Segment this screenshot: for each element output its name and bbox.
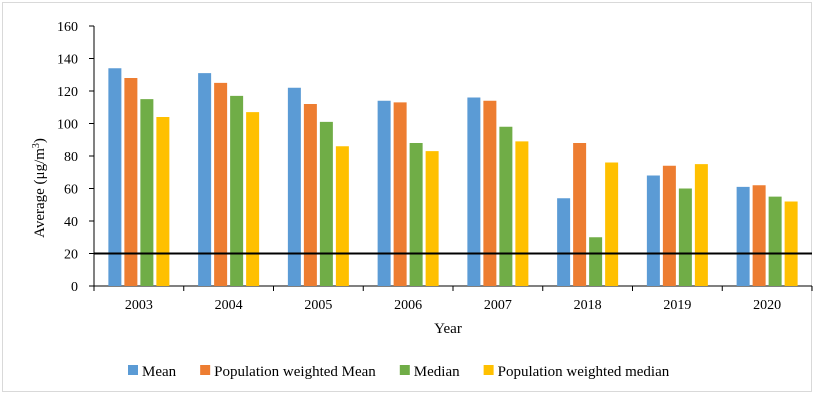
x-tick-label: 2005 [304, 298, 332, 313]
bar-2007-population-weighted-mean [483, 100, 497, 286]
bar-2020-mean [736, 186, 750, 286]
y-tick-label: 160 [57, 20, 78, 35]
bar-2004-population-weighted-median [246, 112, 260, 286]
bar-2018-median [589, 237, 603, 286]
bar-2019-population-weighted-median [694, 164, 708, 286]
bar-2003-median [140, 99, 154, 286]
y-tick-label: 140 [57, 53, 78, 68]
legend: Mean Population weighted Mean Median Popula… [128, 364, 670, 380]
bar-2020-median [768, 196, 782, 286]
bar-2019-population-weighted-mean [662, 165, 676, 286]
legend-label: Population weighted Mean [214, 364, 376, 380]
bar-2005-population-weighted-median [335, 146, 349, 286]
y-tick-label: 60 [64, 183, 78, 198]
bar-2004-population-weighted-mean [214, 82, 228, 286]
bar-2006-mean [377, 100, 391, 286]
x-tick-label: 2020 [753, 298, 781, 313]
y-tick-label: 120 [57, 85, 78, 100]
legend-label: Population weighted median [498, 364, 670, 380]
bar-2019-median [678, 188, 692, 286]
bar-2005-median [319, 121, 333, 286]
bar-2006-population-weighted-mean [393, 102, 407, 286]
legend-swatch [483, 365, 494, 375]
bar-2005-population-weighted-mean [303, 104, 317, 286]
y-tick-label: 40 [64, 215, 78, 230]
bar-2007-median [499, 126, 513, 286]
legend-label: Median [414, 364, 460, 380]
legend-swatch [399, 365, 410, 375]
x-axis-title: Year [434, 321, 462, 337]
legend-swatch [128, 365, 138, 375]
bars-group [108, 68, 798, 286]
y-tick-label: 100 [57, 118, 78, 133]
y-tick-label: 20 [64, 248, 78, 263]
bar-2005-mean [287, 87, 301, 286]
bar-2018-population-weighted-median [605, 162, 619, 286]
bar-2004-median [230, 95, 244, 286]
x-axis-ticks: 2003 2004 2005 2006 2007 2018 2019 2020 [93, 286, 813, 313]
bar-2006-population-weighted-median [425, 151, 439, 286]
legend-swatch [200, 365, 211, 375]
bar-2006-median [409, 143, 423, 286]
y-axis-ticks: 0 20 40 60 80 100 120 140 160 [57, 20, 94, 295]
legend-label: Mean [142, 364, 177, 380]
bar-2003-population-weighted-mean [124, 78, 138, 286]
x-tick-label: 2007 [484, 298, 512, 313]
bar-2007-population-weighted-median [515, 141, 529, 286]
y-tick-label: 0 [71, 280, 78, 295]
x-tick-label: 2018 [574, 298, 602, 313]
bar-2004-mean [198, 73, 212, 286]
bar-2007-mean [467, 97, 481, 286]
x-tick-label: 2006 [394, 298, 422, 313]
y-axis-title: Average (μg/m3) [31, 138, 49, 238]
bar-2020-population-weighted-median [784, 201, 798, 286]
bar-2018-mean [557, 198, 571, 286]
x-tick-label: 2003 [125, 298, 153, 313]
bar-2003-population-weighted-median [156, 117, 170, 286]
bar-2018-population-weighted-mean [573, 143, 587, 286]
bar-2020-population-weighted-mean [752, 185, 766, 286]
bar-2019-mean [646, 175, 660, 286]
x-tick-label: 2019 [663, 298, 691, 313]
y-tick-label: 80 [64, 150, 78, 165]
bar-2003-mean [108, 68, 122, 286]
x-tick-label: 2004 [215, 298, 243, 313]
